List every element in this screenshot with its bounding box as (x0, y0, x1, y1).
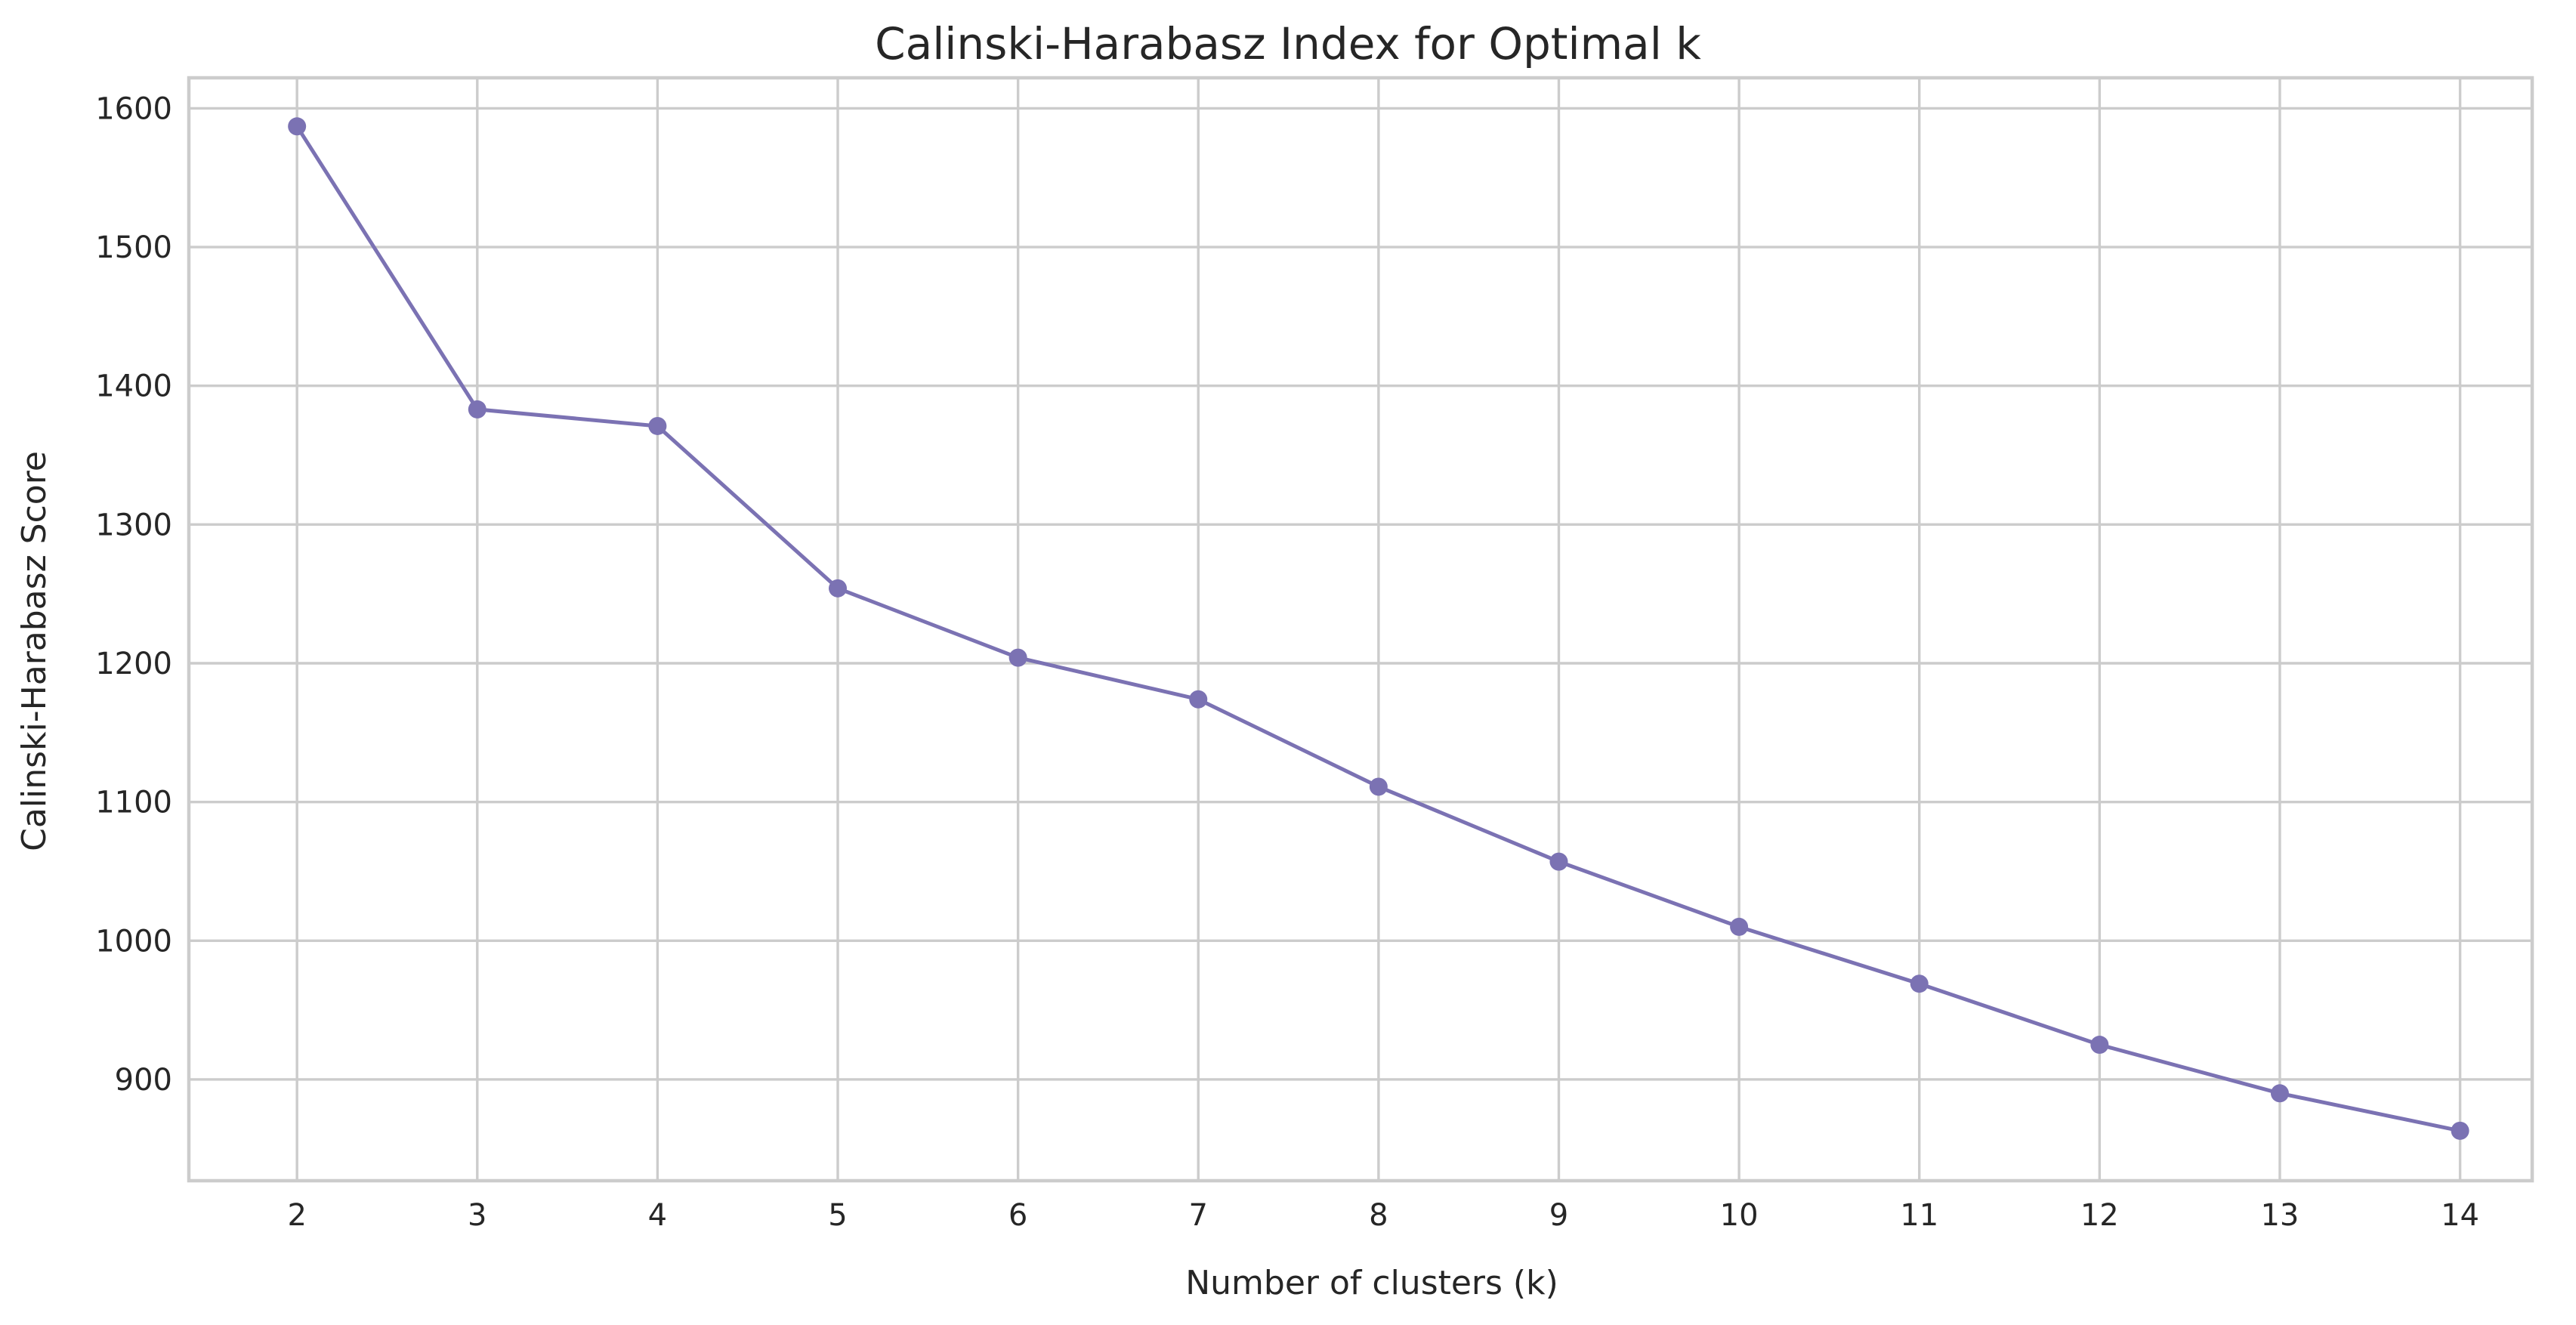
x-tick-label: 5 (828, 1198, 847, 1233)
data-point (1730, 917, 1749, 936)
data-point (2270, 1084, 2289, 1103)
x-tick-label: 6 (1008, 1198, 1027, 1233)
plot-frame (187, 76, 2534, 1183)
x-tick-label: 4 (648, 1198, 667, 1233)
y-tick-label: 1600 (95, 91, 172, 126)
y-tick-label: 900 (115, 1063, 172, 1098)
data-point (1189, 690, 1208, 709)
y-tick-label: 1200 (95, 647, 172, 681)
x-tick-label: 10 (1720, 1198, 1759, 1233)
data-point (2090, 1036, 2109, 1055)
data-point (288, 117, 307, 136)
data-point (1008, 648, 1027, 667)
series-group (288, 117, 2469, 1140)
x-tick-label: 9 (1549, 1198, 1568, 1233)
y-tick-label: 1300 (95, 508, 172, 542)
y-tick-label: 1500 (95, 230, 172, 265)
x-tick-label: 2 (287, 1198, 306, 1233)
y-tick-label: 1400 (95, 369, 172, 404)
y-tick-label: 1100 (95, 786, 172, 820)
x-tick-label: 8 (1369, 1198, 1388, 1233)
x-tick-label: 3 (468, 1198, 486, 1233)
x-axis-label: Number of clusters (k) (1185, 1264, 1558, 1302)
data-point (648, 416, 667, 435)
y-axis-label: Calinski-Harabasz Score (15, 451, 54, 851)
y-tick-labels: 900 1000 1100 1200 1300 1400 1500 1600 (95, 91, 172, 1098)
x-tick-label: 12 (2080, 1198, 2119, 1233)
data-point (468, 400, 486, 419)
x-tick-label: 14 (2441, 1198, 2479, 1233)
x-tick-label: 11 (1900, 1198, 1938, 1233)
data-point (829, 579, 848, 598)
data-point (1369, 777, 1388, 796)
chart-title: Calinski-Harabasz Index for Optimal k (875, 18, 1701, 69)
data-point (1549, 852, 1568, 871)
x-tick-label: 7 (1189, 1198, 1208, 1233)
y-tick-label: 1000 (95, 924, 172, 959)
x-tick-label: 13 (2260, 1198, 2299, 1233)
data-point (1910, 974, 1929, 993)
data-point (2451, 1121, 2469, 1140)
x-tick-labels: 2 3 4 5 6 7 8 9 10 11 12 13 14 (287, 1198, 2479, 1233)
grid (189, 78, 2532, 1181)
